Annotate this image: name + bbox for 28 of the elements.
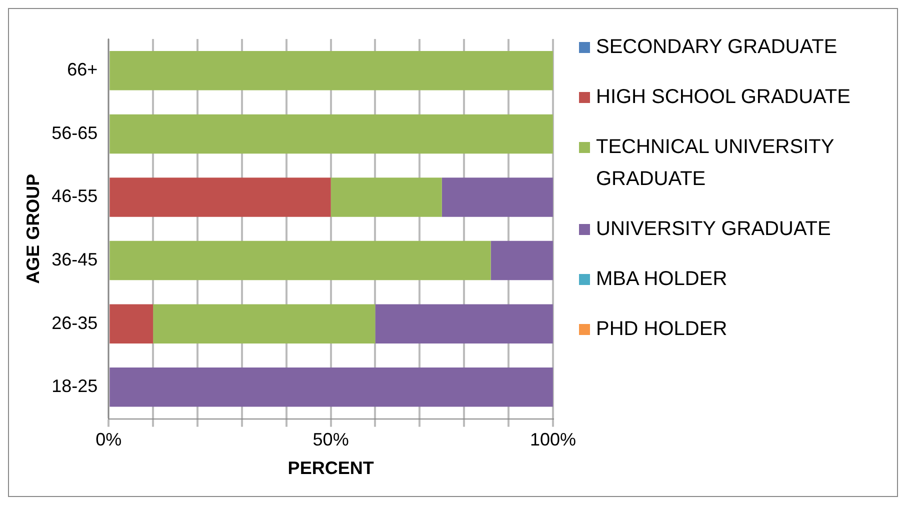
y-tick-label: 66+: [67, 60, 98, 80]
bar: [330, 178, 442, 217]
legend-label: HIGH SCHOOL GRADUATE: [596, 85, 852, 110]
y-tick-label: 26-35: [52, 312, 98, 333]
bar: [110, 368, 553, 407]
bar: [110, 304, 154, 344]
bar: [375, 304, 553, 344]
bar: [110, 178, 331, 217]
bar: [110, 240, 491, 280]
bar: [153, 304, 376, 344]
legend-label: UNIVERSITY GRADUATE: [596, 217, 832, 242]
y-tick-label: 18-25: [52, 376, 98, 396]
x-axis-title: PERCENT: [288, 458, 374, 478]
bar: [442, 178, 553, 217]
legend-label: PHD HOLDER: [596, 317, 728, 342]
x-tick-label: 0%: [96, 430, 122, 450]
x-tick-label: 100%: [530, 430, 576, 450]
bar: [110, 51, 553, 90]
bar: [110, 114, 553, 154]
bar: [490, 240, 553, 280]
legend-label: TECHNICAL UNIVERSITY GRADUATE: [596, 135, 835, 192]
legend-label: SECONDARY GRADUATE: [596, 35, 838, 60]
y-axis-title: AGE GROUP: [22, 174, 43, 284]
y-tick-label: 36-45: [52, 250, 98, 270]
x-tick-label: 50%: [312, 430, 349, 450]
legend-label: MBA HOLDER: [596, 267, 728, 292]
y-tick-label: 56-65: [52, 122, 98, 143]
y-tick-label: 46-55: [52, 186, 98, 206]
